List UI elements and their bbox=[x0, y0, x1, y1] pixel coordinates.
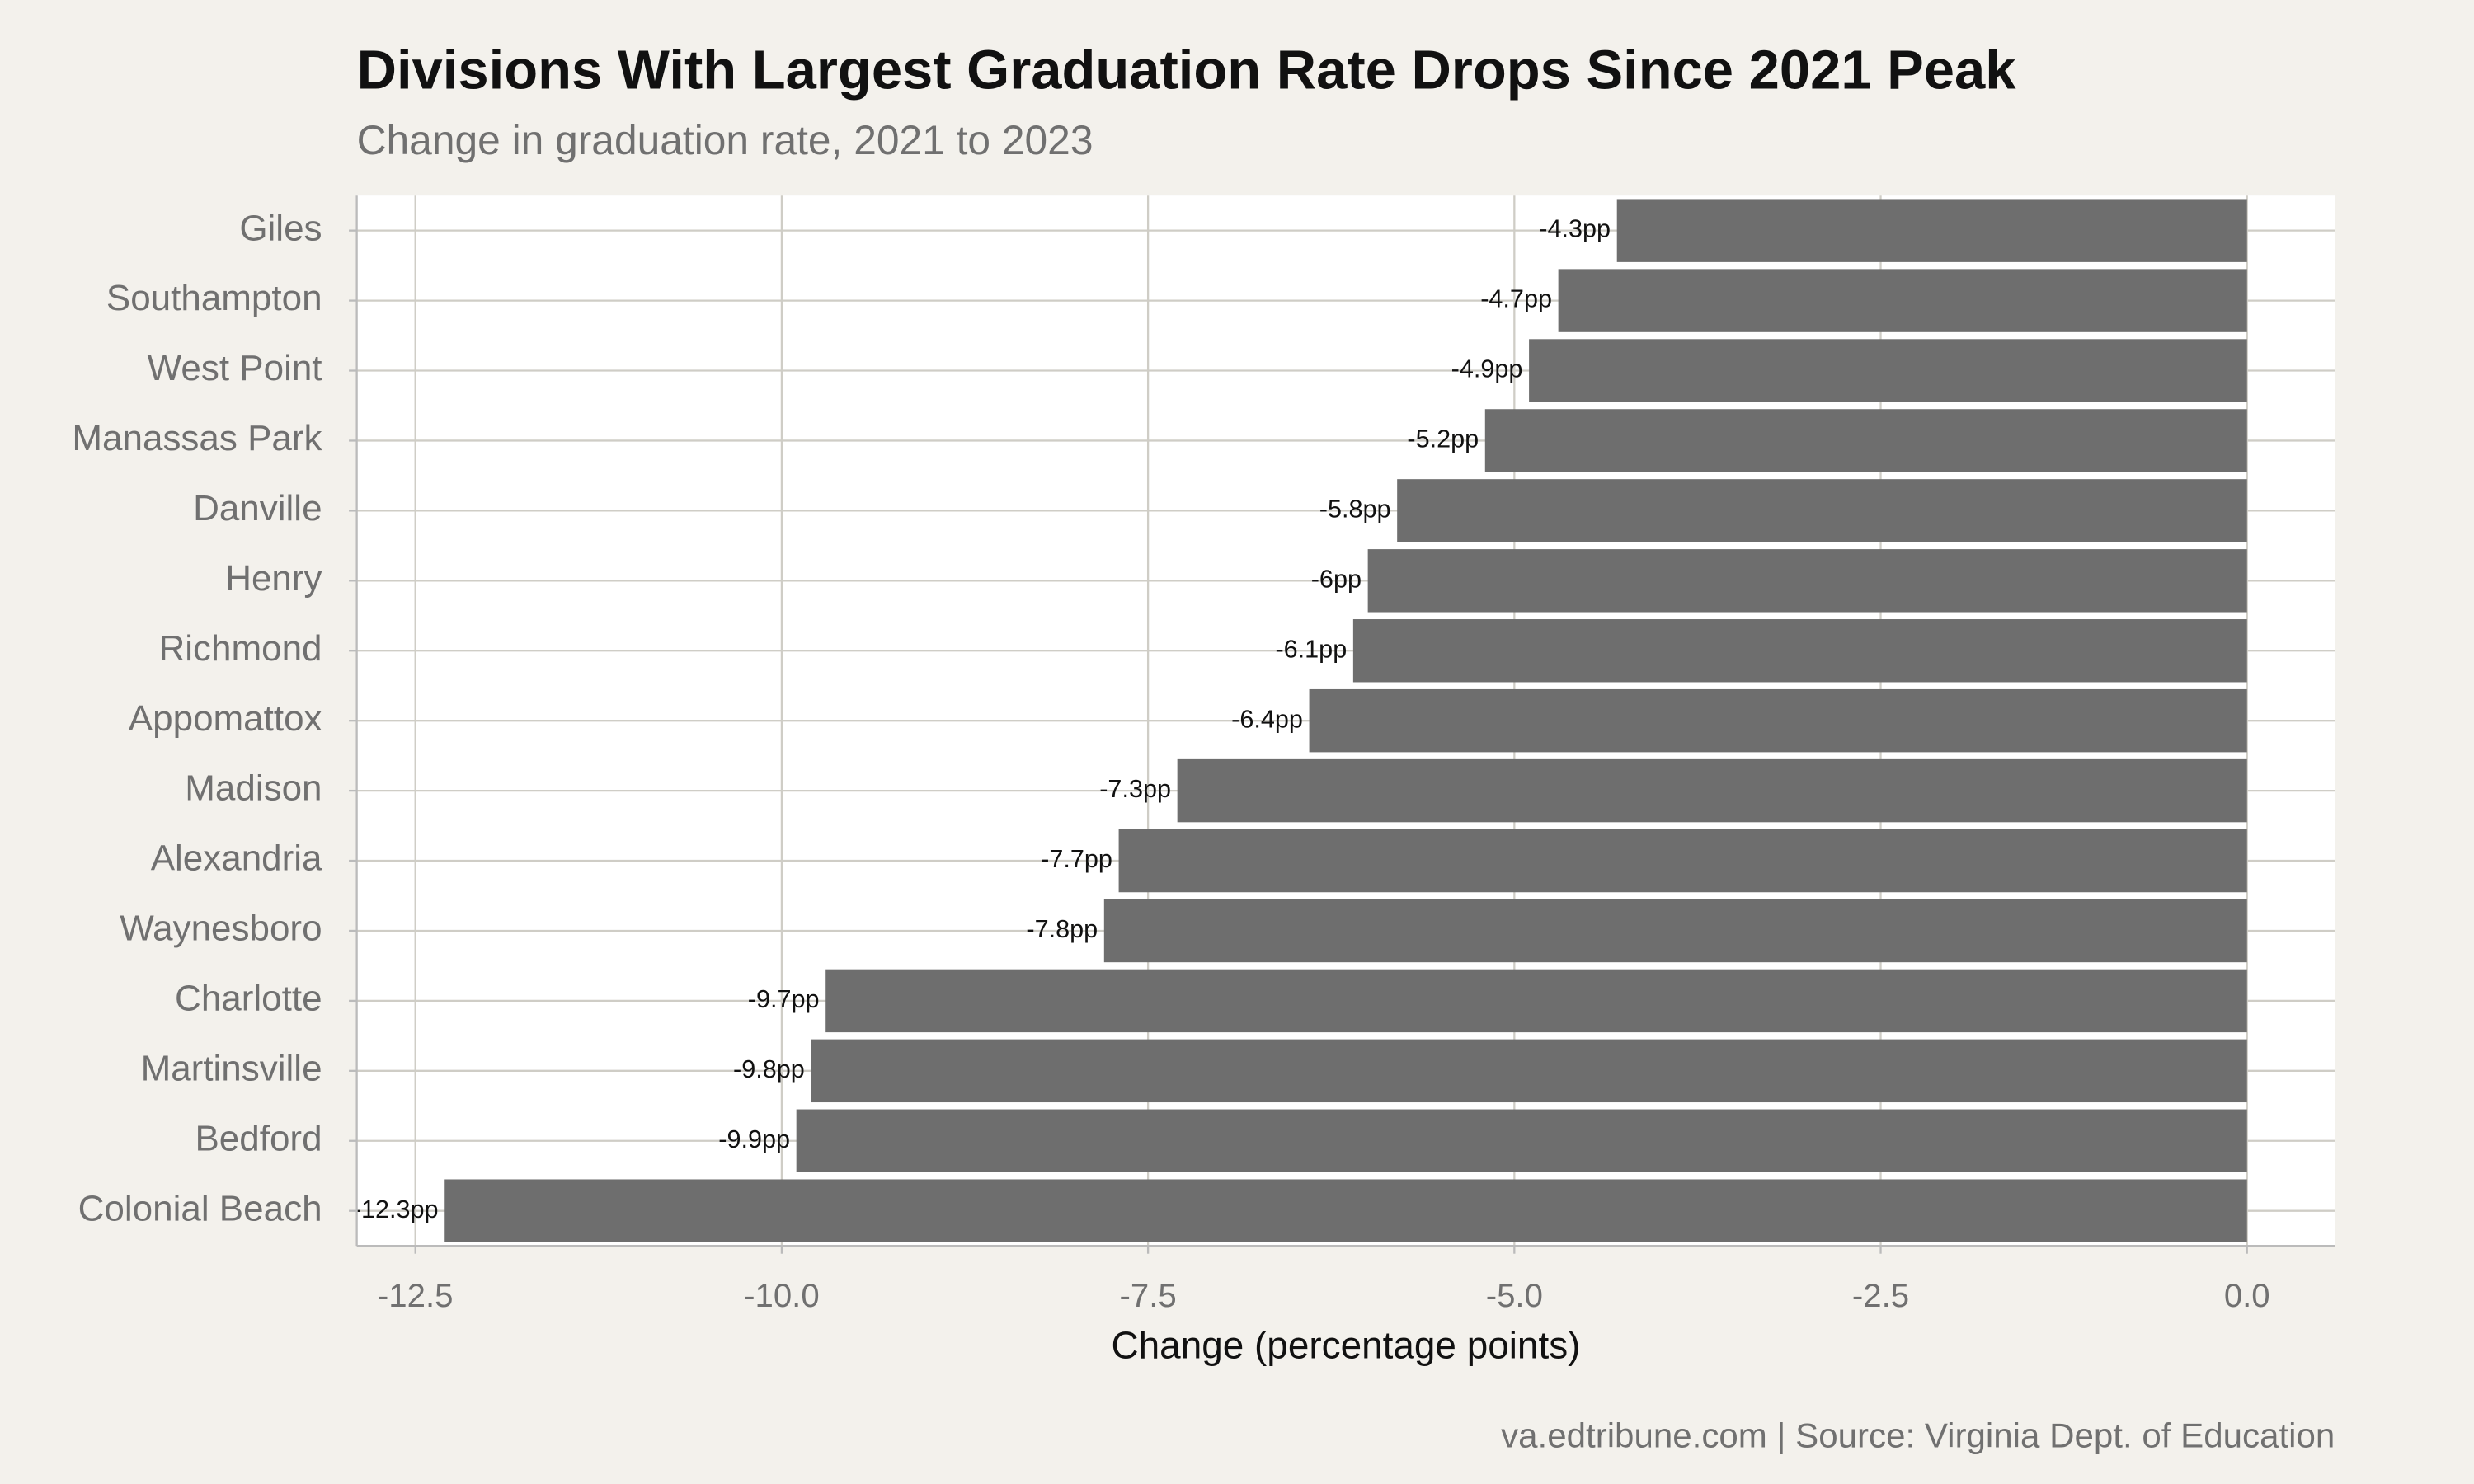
y-tick-label: Bedford bbox=[195, 1118, 322, 1158]
y-tick-label: Henry bbox=[225, 558, 322, 599]
bar bbox=[1367, 549, 2247, 613]
y-tick-label: Waynesboro bbox=[120, 909, 322, 949]
value-label: -6.4pp bbox=[1231, 705, 1303, 733]
x-axis-title: Change (percentage points) bbox=[1112, 1324, 1581, 1367]
y-tick-label: West Point bbox=[148, 348, 322, 388]
value-label: -7.8pp bbox=[1026, 915, 1098, 943]
bar bbox=[1484, 409, 2247, 472]
bar bbox=[1103, 899, 2247, 963]
value-label: -6.1pp bbox=[1275, 635, 1347, 663]
value-label: -12.3pp bbox=[353, 1195, 439, 1223]
y-tick-label: Manassas Park bbox=[72, 418, 322, 458]
value-label: -4.3pp bbox=[1539, 215, 1611, 243]
y-tick-label: Appomattox bbox=[129, 698, 322, 739]
y-tick-label: Colonial Beach bbox=[78, 1188, 322, 1228]
caption: va.edtribune.com | Source: Virginia Dept… bbox=[1501, 1416, 2335, 1455]
value-label: -6pp bbox=[1311, 565, 1362, 593]
x-tick-label: -12.5 bbox=[378, 1277, 454, 1314]
value-label: -5.8pp bbox=[1319, 495, 1391, 523]
y-tick-label: Danville bbox=[193, 488, 322, 528]
bar bbox=[1397, 479, 2247, 542]
bar bbox=[1558, 269, 2247, 332]
value-label: -9.8pp bbox=[733, 1055, 805, 1083]
value-label: -7.7pp bbox=[1041, 845, 1112, 873]
value-label: -4.7pp bbox=[1480, 285, 1552, 313]
value-label: -7.3pp bbox=[1099, 775, 1171, 803]
bar bbox=[1616, 199, 2247, 262]
x-tick-label: -7.5 bbox=[1120, 1277, 1177, 1314]
x-tick-label: -10.0 bbox=[744, 1277, 820, 1314]
bar bbox=[1177, 758, 2247, 823]
y-tick-label: Alexandria bbox=[151, 838, 322, 879]
x-tick-label: -5.0 bbox=[1486, 1277, 1543, 1314]
value-label: -4.9pp bbox=[1451, 355, 1523, 383]
axis-labels: -12.5 -10.0 -7.5 -5.0 -2.5 0.0 Giles Southampto… bbox=[72, 208, 2269, 1314]
y-tick-label: Southampton bbox=[106, 278, 322, 318]
chart-title: Divisions With Largest Graduation Rate D… bbox=[357, 40, 2017, 101]
y-tick-label: Giles bbox=[239, 208, 322, 248]
bar bbox=[811, 1039, 2247, 1103]
x-tick-label: -2.5 bbox=[1852, 1277, 1909, 1314]
bar bbox=[1529, 339, 2247, 402]
chart-subtitle: Change in graduation rate, 2021 to 2023 bbox=[357, 117, 1094, 163]
bar bbox=[1118, 829, 2247, 893]
x-tick-label: 0.0 bbox=[2224, 1277, 2270, 1314]
y-tick-label: Charlotte bbox=[175, 979, 322, 1019]
value-label: -9.7pp bbox=[748, 985, 820, 1013]
y-tick-label: Madison bbox=[185, 768, 322, 809]
y-tick-label: Martinsville bbox=[141, 1048, 322, 1088]
bar bbox=[1352, 619, 2247, 683]
value-label: -9.9pp bbox=[718, 1125, 790, 1153]
y-tick-label: Richmond bbox=[159, 628, 322, 669]
bars: -4.3pp -4.7pp -4.9pp -5.2pp -5.8pp -6pp -6.1pp… bbox=[353, 199, 2247, 1242]
bar bbox=[444, 1179, 2247, 1242]
value-label: -5.2pp bbox=[1407, 425, 1479, 453]
bar bbox=[1309, 688, 2247, 753]
bar bbox=[825, 969, 2247, 1033]
bar bbox=[796, 1109, 2247, 1172]
